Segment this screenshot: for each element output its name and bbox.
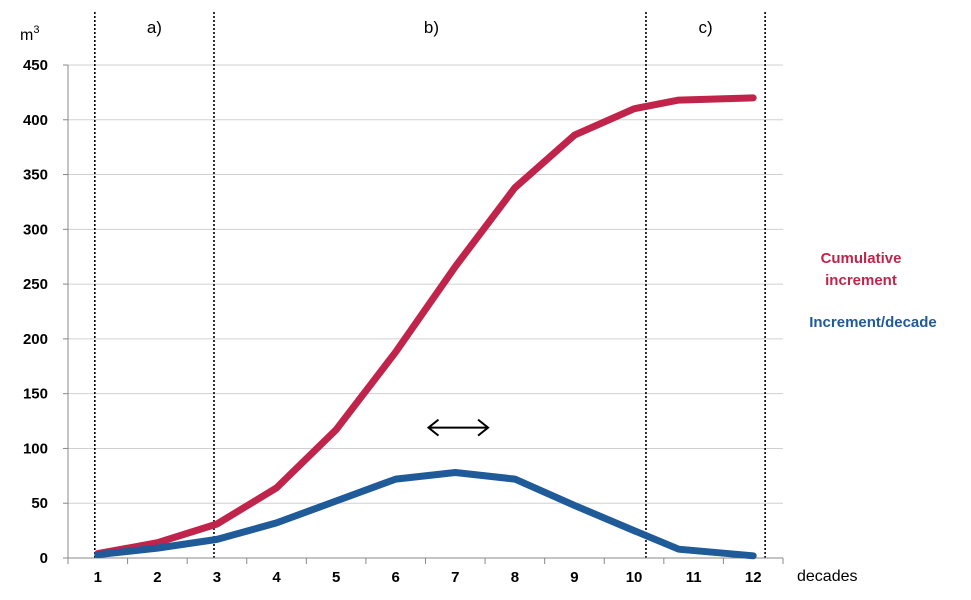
x-tick-label: 10 [626, 569, 643, 586]
y-tick-label: 0 [40, 550, 48, 567]
x-axis-label: decades [797, 568, 858, 585]
x-tick-label: 9 [570, 569, 578, 586]
y-tick-label: 400 [23, 112, 48, 129]
phase-label: c) [698, 18, 712, 37]
x-tick-label: 4 [272, 569, 281, 586]
x-tick-label: 12 [745, 569, 762, 586]
y-tick-label: 200 [23, 331, 48, 348]
series-line-increment-per-decade [94, 469, 757, 560]
phase-labels: a) b) c) [147, 18, 713, 37]
y-tick-label: 300 [23, 221, 48, 238]
phase-label: a) [147, 18, 162, 37]
legend-entry-increment-per-decade: Increment/decade [809, 314, 937, 331]
y-tick-label: 350 [23, 167, 48, 184]
grid-lines [68, 64, 783, 504]
x-tick-label: 8 [511, 569, 519, 586]
double-arrow-left-head [426, 418, 440, 437]
legend: Cumulative increment Increment/decade [809, 250, 937, 331]
y-tick-label: 50 [31, 495, 48, 512]
legend-entry-cumulative-increment: increment [825, 272, 897, 289]
x-tick-label: 2 [153, 569, 161, 586]
legend-entry-cumulative-increment: Cumulative [821, 250, 902, 267]
x-ticks: 1 2 3 4 5 6 7 8 9 10 11 12 [67, 558, 784, 586]
series-lines [94, 94, 757, 560]
x-tick-label: 11 [686, 569, 702, 586]
x-tick-label: 5 [332, 569, 340, 586]
y-unit-label: m3 [20, 24, 39, 44]
series-line-cumulative-increment [94, 94, 757, 558]
x-tick-label: 3 [213, 569, 221, 586]
y-tick-label: 250 [23, 276, 48, 293]
phase-label: b) [424, 18, 439, 37]
x-tick-label: 6 [392, 569, 400, 586]
x-tick-label: 7 [451, 569, 459, 586]
y-tick-label: 100 [23, 440, 48, 457]
double-arrow-right-head [477, 418, 490, 437]
annotation [426, 418, 490, 437]
y-ticks: 0 50 100 150 200 250 300 350 400 450 [23, 57, 68, 567]
phase-dividers [94, 12, 766, 558]
y-tick-label: 150 [23, 386, 48, 403]
y-tick-label: 450 [23, 57, 48, 74]
x-tick-label: 1 [94, 569, 102, 586]
